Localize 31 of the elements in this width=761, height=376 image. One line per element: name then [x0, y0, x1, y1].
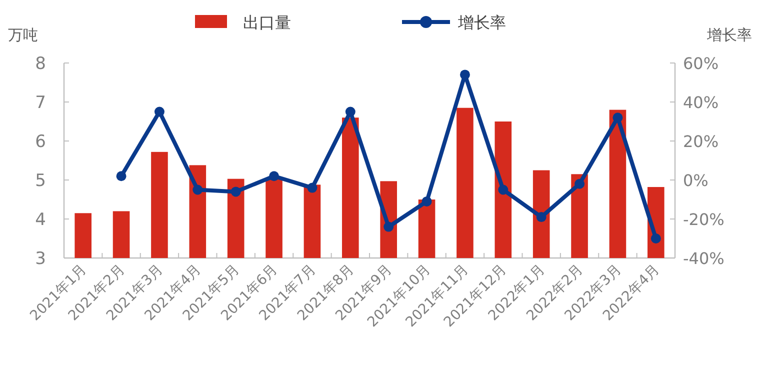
- point: [345, 106, 356, 117]
- y2-tick-label: -40%: [683, 249, 724, 268]
- point: [498, 184, 508, 195]
- point: [612, 112, 623, 123]
- point: [650, 234, 661, 244]
- y2-axis-title: 增长率: [706, 26, 752, 44]
- point: [192, 184, 203, 195]
- y2-tick-label: 20%: [683, 132, 719, 151]
- y-tick-label: 3: [35, 249, 46, 269]
- y-tick-label: 8: [35, 54, 46, 74]
- point: [116, 171, 126, 182]
- point: [574, 178, 585, 189]
- y2-tick-label: -20%: [683, 210, 724, 229]
- point: [154, 106, 164, 117]
- y-tick-label: 5: [35, 171, 46, 191]
- y-tick-label: 7: [35, 93, 46, 113]
- point: [384, 222, 394, 232]
- point: [269, 171, 280, 182]
- legend-label: 出口量: [243, 13, 291, 32]
- y2-tick-label: 60%: [683, 54, 719, 73]
- legend-label: 增长率: [457, 13, 506, 32]
- point: [307, 182, 318, 193]
- point: [460, 70, 470, 80]
- y-tick-label: 6: [35, 132, 46, 152]
- y2-tick-label: 40%: [683, 93, 719, 112]
- point: [230, 186, 241, 197]
- y2-tick-label: 0%: [683, 171, 708, 190]
- y-axis-title: 万吨: [8, 26, 38, 44]
- y-tick-label: 4: [35, 210, 46, 230]
- point: [422, 196, 432, 206]
- point: [536, 212, 546, 222]
